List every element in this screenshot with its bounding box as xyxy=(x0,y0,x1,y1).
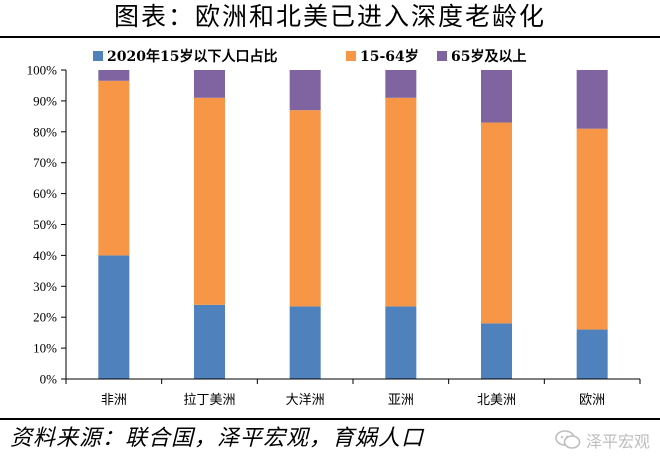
legend-label-2: 65岁及以上 xyxy=(451,48,526,65)
x-category-label: 欧洲 xyxy=(579,393,605,408)
y-tick-label: 90% xyxy=(33,93,57,108)
bar-segment-0-5 xyxy=(576,329,608,379)
source-note: 资料来源：联合国，泽平宏观，育娲人口 xyxy=(10,426,425,451)
y-tick-label: 50% xyxy=(33,217,57,232)
bar-segment-0-0 xyxy=(98,255,130,379)
x-axis: 非洲 拉丁美洲 大洋洲 亚洲 北美洲 欧洲 xyxy=(65,378,641,408)
footer-divider xyxy=(0,418,660,420)
x-category-label: 亚洲 xyxy=(388,393,414,408)
bar-segment-2-0 xyxy=(98,70,130,81)
y-axis: 0% 10% 20% 30% 40% 50% 60% 70% 80% 90% 100% xyxy=(27,63,67,387)
bar-segment-2-4 xyxy=(481,70,512,123)
legend-swatch-2 xyxy=(437,51,447,61)
bar-segment-2-1 xyxy=(194,70,225,98)
bar-segment-1-5 xyxy=(576,128,608,330)
x-category-label: 北美洲 xyxy=(477,393,516,408)
stacked-bar-chart: 2020年15岁以下人口占比 15-64岁 65岁及以上 0% 10% 20% 30% 40… xyxy=(27,48,641,408)
bar-segment-0-3 xyxy=(385,306,417,379)
y-tick-label: 30% xyxy=(33,279,57,294)
bar-segment-2-5 xyxy=(576,70,608,129)
x-category-label: 拉丁美洲 xyxy=(183,393,235,408)
y-tick-label: 70% xyxy=(33,155,57,170)
bar-segment-1-1 xyxy=(194,97,225,305)
bar-segment-0-4 xyxy=(481,323,512,379)
y-tick-label: 40% xyxy=(33,248,57,263)
y-tick-label: 10% xyxy=(33,341,57,356)
legend: 2020年15岁以下人口占比 15-64岁 65岁及以上 xyxy=(93,48,526,65)
bar-segment-1-2 xyxy=(289,110,321,307)
bar-segment-0-2 xyxy=(289,306,321,379)
y-tick-label: 20% xyxy=(33,310,57,325)
bar-segment-0-1 xyxy=(194,304,225,379)
bar-segment-1-3 xyxy=(385,97,417,307)
legend-swatch-0 xyxy=(93,51,103,61)
x-category-label: 非洲 xyxy=(101,393,127,408)
watermark-text: 泽平宏观 xyxy=(585,432,650,451)
y-tick-label: 80% xyxy=(33,124,57,139)
x-category-label: 大洋洲 xyxy=(286,393,325,408)
y-tick-label: 60% xyxy=(33,186,57,201)
y-tick-label: 100% xyxy=(27,63,58,78)
bar-segment-2-2 xyxy=(289,70,321,111)
bar-segment-1-4 xyxy=(481,122,512,324)
chart-title: 图表：欧洲和北美已进入深度老龄化 xyxy=(113,2,546,31)
legend-label-1: 15-64岁 xyxy=(360,48,419,65)
bar-segment-2-3 xyxy=(385,70,417,98)
title-divider xyxy=(0,36,660,38)
bars xyxy=(98,70,608,379)
chat-bubble-icon xyxy=(555,430,581,449)
legend-swatch-1 xyxy=(346,51,356,61)
watermark: 泽平宏观 xyxy=(555,427,650,453)
bar-segment-1-0 xyxy=(98,80,130,256)
legend-label-0: 2020年15岁以下人口占比 xyxy=(107,48,277,65)
y-tick-label: 0% xyxy=(40,372,58,387)
